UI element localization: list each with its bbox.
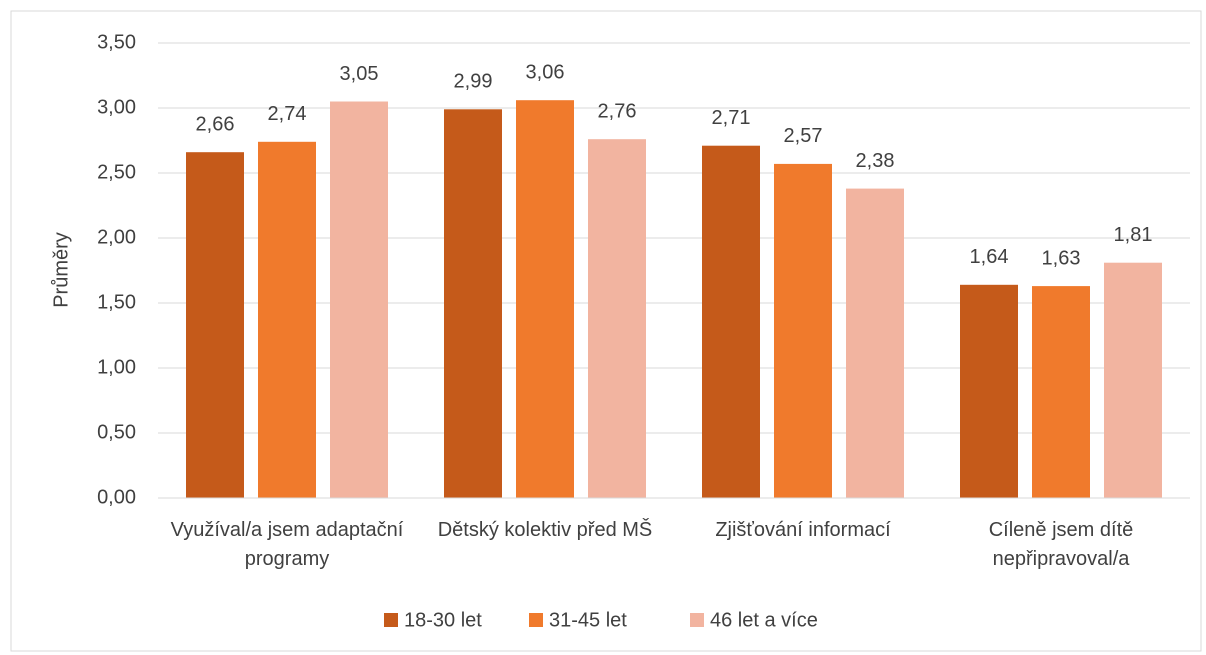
bar: [330, 101, 388, 498]
y-tick-label: 0,00: [97, 486, 136, 508]
data-label: 3,05: [340, 63, 379, 85]
bar: [960, 284, 1018, 498]
bar: [186, 152, 244, 498]
data-label: 2,76: [598, 100, 637, 122]
y-tick-label: 1,50: [97, 291, 136, 313]
data-label: 1,63: [1042, 247, 1081, 269]
bar: [1104, 262, 1162, 498]
legend-label: 46 let a více: [710, 609, 818, 631]
legend-label: 31-45 let: [549, 609, 627, 631]
data-label: 2,74: [268, 103, 307, 125]
y-tick-label: 2,00: [97, 226, 136, 248]
y-tick-label: 2,50: [97, 161, 136, 183]
y-axis-title: Průměry: [50, 232, 72, 308]
bar: [516, 100, 574, 498]
data-label: 2,38: [856, 150, 895, 172]
legend-swatch: [384, 613, 398, 627]
data-label: 2,57: [784, 125, 823, 147]
legend-swatch: [529, 613, 543, 627]
y-tick-label: 3,50: [97, 31, 136, 53]
bar: [774, 163, 832, 498]
legend-label: 18-30 let: [404, 609, 482, 631]
x-tick-label: Využíval/a jsem adaptační programy: [170, 519, 404, 570]
y-tick-label: 3,00: [97, 96, 136, 118]
bar: [1032, 286, 1090, 498]
bar: [588, 139, 646, 498]
y-tick-label: 0,50: [97, 421, 136, 443]
bar: [846, 188, 904, 498]
data-label: 2,66: [196, 113, 235, 135]
data-label: 3,06: [526, 61, 565, 83]
legend-swatch: [690, 613, 704, 627]
x-tick-label: Zjišťování informací: [715, 519, 891, 541]
data-label: 1,81: [1114, 224, 1153, 246]
data-label: 1,64: [970, 246, 1009, 268]
bar: [444, 109, 502, 499]
bar: [258, 141, 316, 499]
chart-border: [10, 10, 1202, 652]
bar: [702, 145, 760, 498]
x-tick-label: Dětský kolektiv před MŠ: [437, 519, 653, 541]
y-tick-label: 1,00: [97, 356, 136, 378]
data-label: 2,99: [454, 71, 493, 93]
data-label: 2,71: [712, 107, 751, 129]
x-tick-label: Cíleně jsem dítě nepřipravoval/a: [988, 519, 1134, 570]
